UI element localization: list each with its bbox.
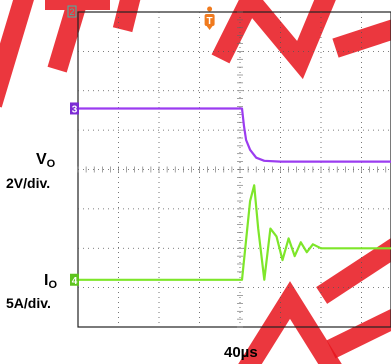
vo-subscript: O: [46, 158, 56, 170]
trigger-marker: [204, 14, 215, 26]
watermark-stroke-7: [326, 308, 391, 359]
channel-marker-io-number: 4: [72, 276, 78, 287]
time-scale-label: 40µs: [224, 344, 258, 361]
watermark-stroke-1: [45, 0, 110, 73]
reference-marker-number: 2: [69, 7, 74, 17]
channel-marker-vo-number: 3: [72, 104, 78, 115]
reference-marker: [67, 5, 77, 18]
trace-io: [78, 184, 391, 281]
vo-label: VO: [36, 152, 55, 170]
trace-vo: [78, 107, 391, 163]
watermark-stroke-6: [316, 238, 391, 304]
watermark-stroke-0: [0, 0, 34, 108]
watermark-stroke-4: [332, 19, 391, 58]
io-scale-label: 5A/div.: [6, 295, 51, 311]
vo-scale-label: 2V/div.: [6, 175, 51, 191]
vo-name: V: [36, 151, 47, 168]
io-subscript: O: [48, 279, 58, 291]
waveform-traces: [78, 107, 391, 281]
watermark-stroke-2: [112, 0, 141, 33]
io-label: IO: [44, 273, 57, 291]
channel-marker-io: [70, 273, 79, 286]
channel-markers: 3 4 2 T: [67, 5, 215, 287]
watermark-stroke-3: [211, 0, 336, 80]
io-name: I: [44, 272, 49, 289]
trigger-pointer: [206, 26, 213, 30]
trigger-dot: [207, 6, 213, 12]
watermark-stroke-5: [238, 281, 342, 364]
channel-marker-vo: [70, 102, 79, 115]
trigger-marker-letter: T: [207, 16, 213, 27]
